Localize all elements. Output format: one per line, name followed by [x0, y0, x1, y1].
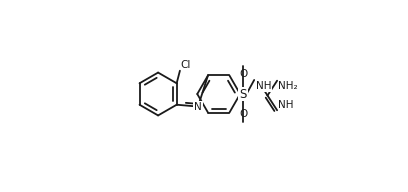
Text: S: S [239, 88, 247, 100]
Text: NH₂: NH₂ [278, 81, 297, 91]
Text: O: O [239, 69, 247, 79]
Text: Cl: Cl [181, 60, 191, 70]
Text: O: O [239, 109, 247, 119]
Text: N: N [194, 102, 202, 112]
Text: NH: NH [278, 100, 293, 110]
Text: NH: NH [256, 81, 271, 91]
